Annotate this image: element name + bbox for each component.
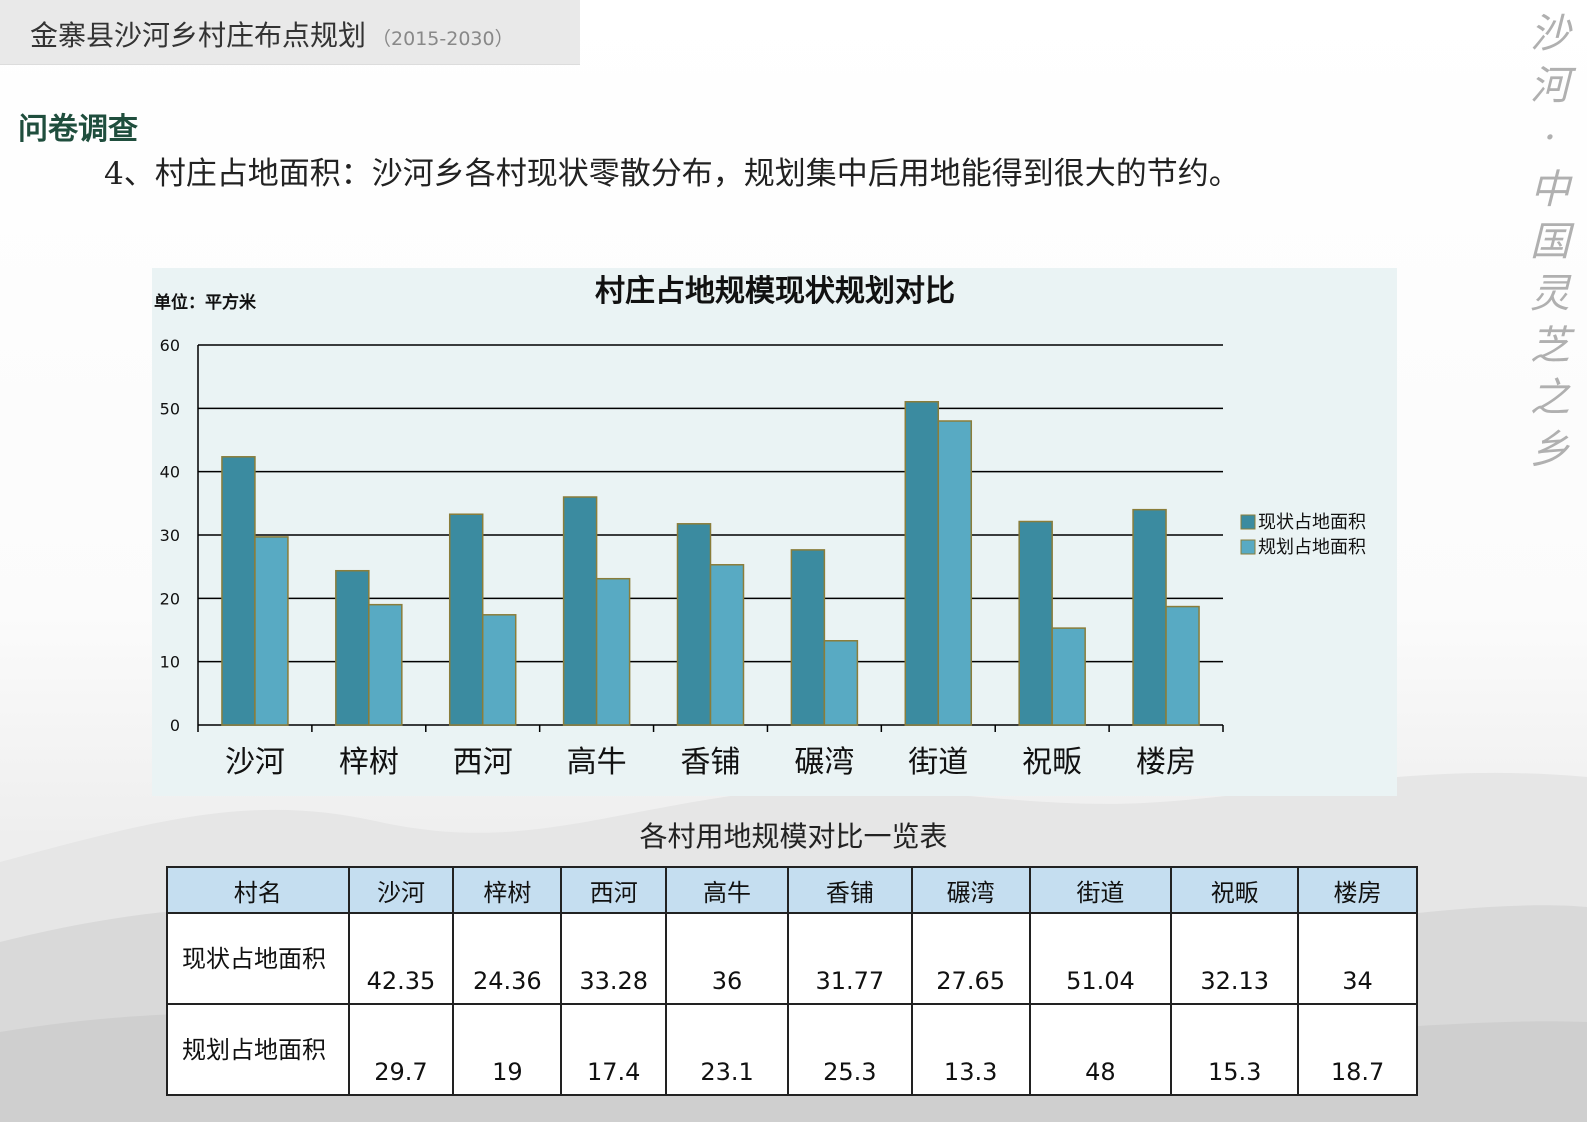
table-header-cell: 梓树 bbox=[452, 866, 563, 914]
side-calligraphy-char: 中 bbox=[1530, 167, 1570, 213]
bar-current bbox=[676, 523, 712, 726]
page-title: 金寨县沙河乡村庄布点规划 （2015-2030） bbox=[30, 14, 514, 54]
page-title-years: （2015-2030） bbox=[372, 28, 514, 50]
table-cell: 32.13 bbox=[1170, 912, 1300, 1005]
table-cell: 18.7 bbox=[1297, 1003, 1418, 1096]
chart-unit-label: 单位：平方米 bbox=[154, 292, 257, 313]
y-tick-label: 30 bbox=[160, 526, 180, 545]
table-cell: 51.04 bbox=[1028, 912, 1173, 1005]
chart-panel: 村庄占地规模现状规划对比单位：平方米 0 10 20 30 40 50 60 沙河 梓树 西河 高牛 香… bbox=[152, 268, 1397, 796]
table-header-cell: 祝畈 bbox=[1170, 866, 1300, 914]
table-cell: 24.36 bbox=[452, 912, 563, 1005]
table-caption: 各村用地规模对比一览表 bbox=[639, 820, 948, 853]
side-calligraphy-char: 芝 bbox=[1530, 323, 1570, 369]
table-cell: 31.77 bbox=[786, 912, 913, 1005]
table-header-cell: 高牛 bbox=[665, 866, 789, 914]
table-cell: 13.3 bbox=[910, 1003, 1031, 1096]
legend-swatch bbox=[1240, 539, 1256, 555]
side-calligraphy-char: 国 bbox=[1530, 219, 1570, 265]
table-header-cell: 村名 bbox=[166, 866, 350, 914]
bar-plan bbox=[368, 603, 403, 726]
chart-title: 村庄占地规模现状规划对比 bbox=[595, 274, 955, 309]
y-tick-label: 20 bbox=[160, 589, 180, 608]
table-cell: 34 bbox=[1297, 912, 1418, 1005]
table-cell: 23.1 bbox=[665, 1003, 789, 1096]
bar-current bbox=[562, 496, 598, 726]
side-calligraphy: 沙河 · 中国灵芝之乡 bbox=[1525, 8, 1575, 476]
bar-current bbox=[790, 549, 826, 726]
bar-plan bbox=[823, 640, 859, 726]
y-tick-label: 0 bbox=[170, 716, 180, 735]
intro-text: 4、村庄占地面积：沙河乡各村现状零散分布，规划集中后用地能得到很大的节约。 bbox=[104, 156, 1240, 192]
x-category-label: 碾湾 bbox=[794, 745, 854, 780]
x-category-label: 高牛 bbox=[567, 745, 627, 780]
table-cell: 29.7 bbox=[347, 1003, 455, 1096]
x-category-label: 街道 bbox=[908, 745, 968, 780]
side-calligraphy-char: · bbox=[1543, 115, 1557, 161]
y-tick-label: 50 bbox=[160, 399, 180, 418]
table-cell: 25.3 bbox=[786, 1003, 913, 1096]
table-cell: 27.65 bbox=[910, 912, 1031, 1005]
table-cell: 42.35 bbox=[347, 912, 455, 1005]
bar-plan bbox=[1165, 605, 1200, 726]
bar-current bbox=[448, 513, 484, 726]
bar-current bbox=[904, 400, 940, 726]
table-header-cell: 沙河 bbox=[347, 866, 455, 914]
bar-plan bbox=[937, 420, 973, 726]
legend-label: 现状占地面积 bbox=[1258, 512, 1366, 533]
table-row-label: 规划占地面积 bbox=[166, 1003, 350, 1096]
table-row: 现状占地面积 42.35 24.36 33.28 36 31.77 27.65 51.04 32… bbox=[166, 912, 1418, 1005]
bar-current bbox=[335, 569, 370, 726]
y-tick-label: 40 bbox=[160, 463, 180, 482]
page-title-text: 金寨县沙河乡村庄布点规划 bbox=[30, 19, 367, 52]
y-tick-label: 60 bbox=[160, 336, 180, 355]
table-cell: 36 bbox=[665, 912, 789, 1005]
comparison-table: 村名 沙河 梓树 西河 高牛 香铺 碾湾 街道 祝畈 楼房 现状占地面积 42.35 24.36 33.2… bbox=[166, 866, 1418, 1096]
side-calligraphy-char: 河 bbox=[1530, 63, 1570, 109]
bar-current bbox=[1018, 520, 1053, 726]
side-calligraphy-char: 乡 bbox=[1530, 427, 1570, 473]
bar-current bbox=[221, 456, 256, 726]
bar-plan bbox=[709, 564, 745, 726]
table-header-cell: 碾湾 bbox=[910, 866, 1031, 914]
bar-plan bbox=[1051, 627, 1086, 726]
bar-current bbox=[1132, 508, 1167, 726]
table-row: 规划占地面积 29.7 19 17.4 23.1 25.3 13.3 48 15.3 18.7 bbox=[166, 1003, 1418, 1096]
table-row-label: 现状占地面积 bbox=[166, 912, 350, 1005]
header-bar: 金寨县沙河乡村庄布点规划 （2015-2030） bbox=[0, 0, 580, 65]
side-calligraphy-char: 沙 bbox=[1530, 11, 1570, 57]
bar-plan bbox=[481, 614, 517, 726]
table-header-cell: 西河 bbox=[560, 866, 668, 914]
legend-swatch bbox=[1240, 514, 1256, 530]
x-category-label: 梓树 bbox=[339, 745, 399, 780]
table-header-cell: 楼房 bbox=[1297, 866, 1418, 914]
x-category-label: 西河 bbox=[453, 745, 513, 780]
x-category-label: 香铺 bbox=[681, 745, 741, 780]
section-title: 问卷调查 bbox=[18, 112, 138, 147]
table-header-row: 村名 沙河 梓树 西河 高牛 香铺 碾湾 街道 祝畈 楼房 bbox=[166, 866, 1418, 914]
side-calligraphy-char: 灵 bbox=[1530, 271, 1570, 317]
side-calligraphy-char: 之 bbox=[1530, 375, 1570, 421]
bar-plan bbox=[254, 536, 289, 726]
x-category-label: 楼房 bbox=[1136, 745, 1196, 780]
table-cell: 33.28 bbox=[560, 912, 668, 1005]
x-category-label: 沙河 bbox=[225, 745, 285, 780]
table-cell: 15.3 bbox=[1170, 1003, 1300, 1096]
table-cell: 17.4 bbox=[560, 1003, 668, 1096]
legend-label: 规划占地面积 bbox=[1258, 537, 1366, 558]
table-header-cell: 香铺 bbox=[786, 866, 913, 914]
x-category-label: 祝畈 bbox=[1022, 745, 1082, 780]
y-tick-label: 10 bbox=[160, 653, 180, 672]
table-cell: 19 bbox=[452, 1003, 563, 1096]
table-header-cell: 街道 bbox=[1028, 866, 1173, 914]
bar-plan bbox=[595, 577, 631, 726]
table-cell: 48 bbox=[1028, 1003, 1173, 1096]
